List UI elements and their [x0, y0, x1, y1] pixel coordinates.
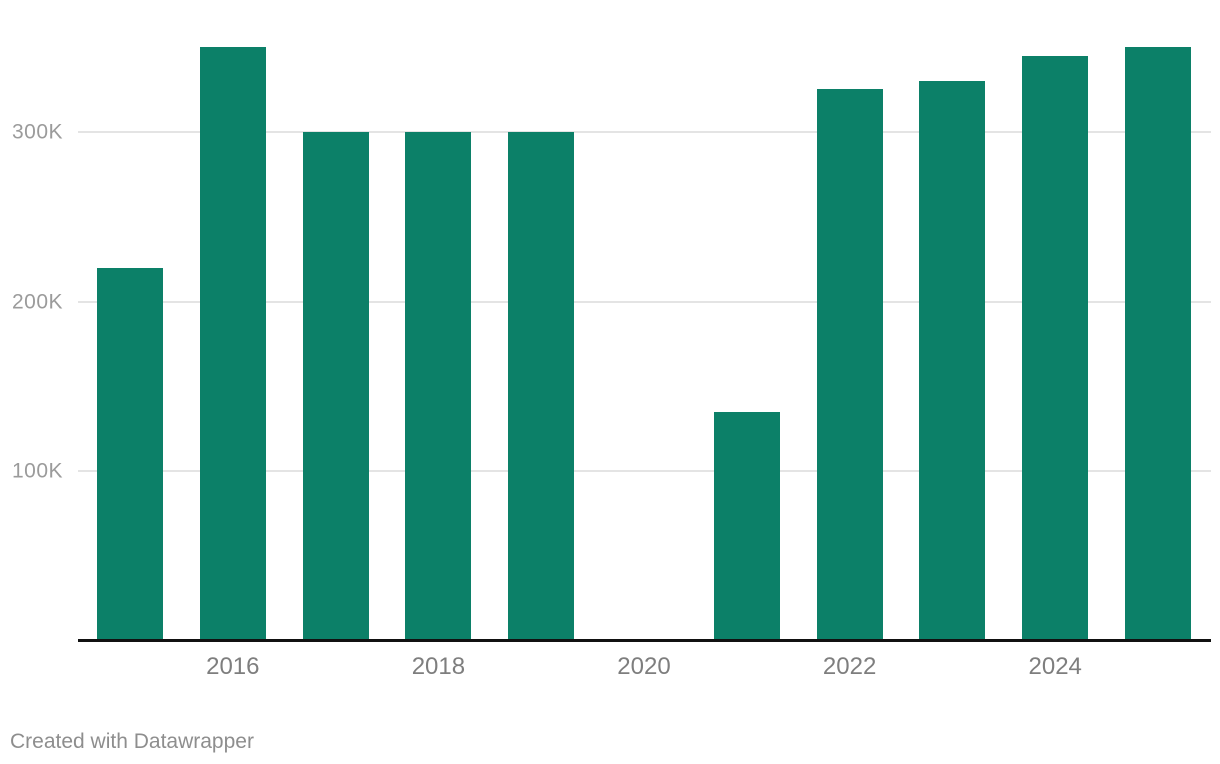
x-tick-label-2022: 2022 — [822, 653, 877, 680]
x-axis-line — [78, 639, 1211, 642]
y-tick-label-200K: 200K — [12, 290, 64, 314]
bar-2025[interactable] — [1125, 47, 1191, 641]
bar-2022[interactable] — [816, 89, 883, 641]
gridline-200K — [78, 300, 1211, 303]
bar-2024[interactable] — [1022, 55, 1089, 641]
bar-2016[interactable] — [199, 47, 266, 641]
gridline-300K — [78, 130, 1211, 133]
y-tick-label-300K: 300K — [12, 120, 64, 144]
x-tick-label-2016: 2016 — [206, 653, 260, 680]
gridline-100K — [78, 470, 1211, 473]
x-tick-label-2024: 2024 — [1028, 653, 1082, 680]
bar-2019[interactable] — [508, 131, 575, 641]
bar-2018[interactable] — [405, 131, 472, 641]
attribution-link[interactable]: Created with Datawrapper — [10, 730, 254, 753]
y-tick-label-100K: 100K — [12, 459, 64, 483]
x-tick-label-2018: 2018 — [411, 653, 466, 680]
bar-2015[interactable] — [97, 267, 163, 641]
bar-2023[interactable] — [919, 80, 986, 641]
x-tick-label-2020: 2020 — [617, 653, 671, 680]
bar-2017[interactable] — [302, 131, 369, 641]
bar-2021[interactable] — [713, 411, 780, 641]
